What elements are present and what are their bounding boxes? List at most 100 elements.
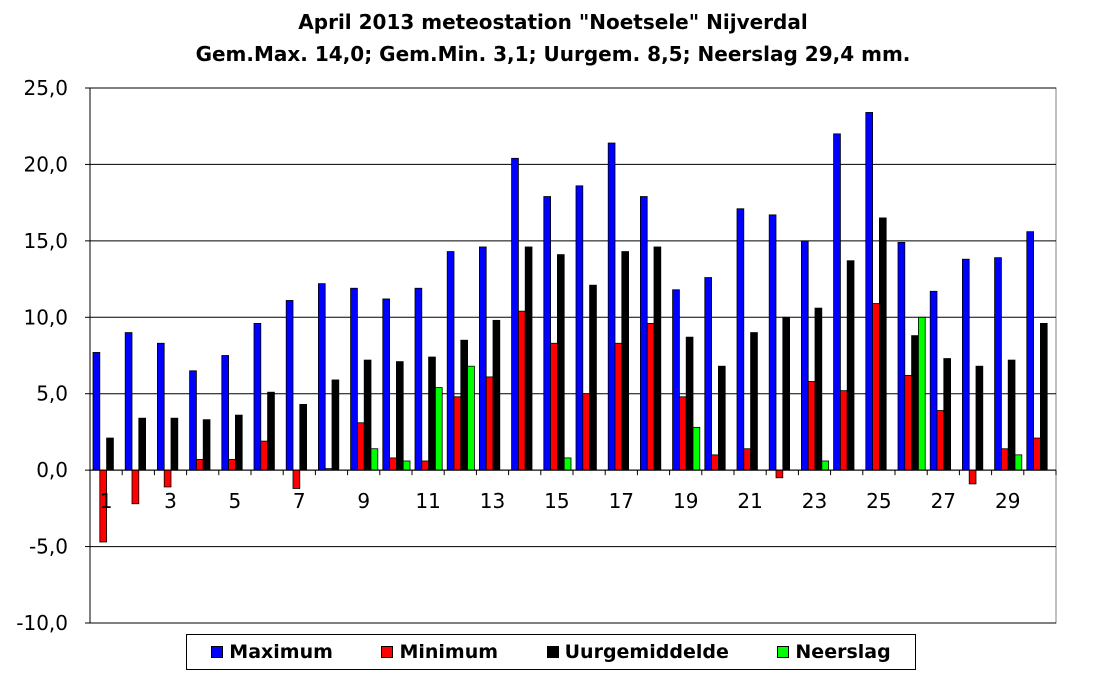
bar-maximum-day-1	[92, 352, 101, 471]
bar-uurgemiddelde-day-10	[395, 361, 404, 471]
bar-minimum-day-23	[807, 381, 816, 471]
x-tick-label: 23	[802, 489, 827, 513]
bar-maximum-day-23	[801, 240, 809, 471]
x-tick-label: 7	[293, 489, 306, 513]
bar-maximum-day-28	[962, 258, 970, 471]
bar-maximum-day-14	[511, 157, 519, 471]
bar-minimum-day-11	[421, 460, 429, 471]
bar-uurgemiddelde-day-8	[331, 379, 340, 471]
bar-minimum-day-20	[711, 454, 719, 471]
bar-maximum-day-25	[865, 112, 873, 471]
bar-maximum-day-5	[221, 355, 230, 471]
bar-uurgemiddelde-day-20	[718, 365, 726, 471]
bar-minimum-day-17	[614, 342, 623, 471]
bar-uurgemiddelde-day-2	[138, 417, 147, 471]
bar-uurgemiddelde-day-19	[685, 336, 694, 471]
bar-minimum-day-5	[228, 459, 236, 471]
plot-frame	[89, 87, 1057, 624]
bar-minimum-day-22	[775, 469, 784, 479]
bar-minimum-day-16	[582, 393, 590, 471]
bar-maximum-day-22	[768, 214, 777, 471]
legend-swatch	[546, 646, 559, 658]
y-tick-label: -5,0	[29, 535, 68, 559]
bar-minimum-day-25	[872, 303, 880, 471]
y-tick-label: -10,0	[16, 611, 68, 635]
bar-uurgemiddelde-day-26	[911, 335, 919, 471]
bar-maximum-day-24	[833, 133, 841, 471]
x-tick-label: 15	[544, 489, 569, 513]
bar-minimum-day-7	[292, 469, 301, 489]
bar-maximum-day-13	[478, 246, 487, 471]
bar-minimum-day-21	[743, 448, 751, 471]
bar-minimum-day-10	[389, 457, 397, 471]
bar-minimum-day-29	[1001, 448, 1009, 471]
x-tick-label: 21	[737, 489, 762, 513]
bar-uurgemiddelde-day-9	[363, 359, 372, 471]
bar-minimum-day-3	[163, 469, 172, 488]
bar-uurgemiddelde-day-6	[267, 391, 275, 471]
bar-minimum-day-13	[485, 376, 494, 471]
x-tick-label: 3	[164, 489, 177, 513]
bar-neerslag-day-11	[434, 387, 443, 471]
x-tick-label: 19	[673, 489, 698, 513]
legend-item-neerslag: Neerslag	[777, 641, 891, 663]
legend-swatch	[381, 646, 394, 658]
bar-uurgemiddelde-day-17	[621, 251, 629, 471]
bar-maximum-day-29	[994, 257, 1002, 471]
bar-uurgemiddelde-day-1	[106, 437, 114, 471]
bar-neerslag-day-19	[692, 426, 701, 471]
bar-maximum-day-16	[575, 185, 584, 471]
bar-uurgemiddelde-day-4	[202, 419, 211, 471]
bar-neerslag-day-12	[467, 365, 475, 471]
y-tick-label: 20,0	[23, 152, 68, 176]
bar-maximum-day-9	[350, 287, 358, 471]
bar-maximum-day-4	[189, 370, 197, 471]
bar-maximum-day-15	[543, 196, 551, 471]
bar-maximum-day-3	[156, 342, 165, 471]
x-tick-label: 29	[995, 489, 1020, 513]
bar-minimum-day-12	[453, 396, 462, 471]
bar-uurgemiddelde-day-30	[1040, 322, 1048, 471]
bar-maximum-day-20	[704, 277, 712, 471]
x-tick-label: 13	[480, 489, 505, 513]
bar-uurgemiddelde-day-23	[814, 307, 823, 471]
bar-minimum-day-26	[904, 374, 912, 471]
legend-item-uurgemiddelde: Uurgemiddelde	[546, 641, 729, 663]
bar-maximum-day-19	[672, 289, 680, 471]
bar-uurgemiddelde-day-12	[460, 339, 468, 471]
legend-label: Uurgemiddelde	[564, 641, 729, 663]
x-tick-label: 17	[609, 489, 634, 513]
x-tick-label: 11	[415, 489, 440, 513]
legend-item-minimum: Minimum	[381, 641, 498, 663]
bar-minimum-day-24	[840, 390, 848, 471]
legend-label: Minimum	[399, 641, 499, 663]
legend-swatch	[777, 646, 790, 658]
bar-uurgemiddelde-day-27	[943, 358, 951, 471]
bar-uurgemiddelde-day-22	[782, 316, 790, 471]
x-tick-label: 1	[100, 489, 113, 513]
bar-neerslag-day-9	[370, 448, 379, 471]
bar-minimum-day-30	[1033, 437, 1041, 471]
bar-uurgemiddelde-day-18	[653, 246, 662, 471]
legend-label: Maximum	[229, 641, 333, 663]
chart-legend: Maximum Minimum Uurgemiddelde Neerslag	[186, 634, 916, 670]
bar-uurgemiddelde-day-13	[492, 319, 501, 471]
bar-maximum-day-17	[607, 142, 616, 471]
bar-minimum-day-18	[646, 322, 655, 471]
bar-maximum-day-26	[897, 241, 906, 471]
y-tick-label: 0,0	[36, 458, 68, 482]
bar-maximum-day-8	[317, 283, 326, 471]
bar-minimum-day-28	[968, 469, 977, 485]
y-tick-label: 10,0	[23, 305, 68, 329]
bar-minimum-day-4	[195, 459, 204, 471]
x-tick-label: 5	[229, 489, 242, 513]
bar-minimum-day-19	[679, 396, 687, 471]
y-tick-label: 25,0	[23, 76, 68, 100]
bar-maximum-day-11	[414, 287, 423, 471]
y-tick-label: 15,0	[23, 229, 68, 253]
bar-neerslag-day-29	[1014, 454, 1023, 471]
bar-minimum-day-9	[356, 422, 365, 471]
bar-uurgemiddelde-day-11	[428, 356, 436, 471]
chart-subtitle: Gem.Max. 14,0; Gem.Min. 3,1; Uurgem. 8,5…	[195, 42, 911, 66]
bar-maximum-day-10	[382, 298, 390, 471]
